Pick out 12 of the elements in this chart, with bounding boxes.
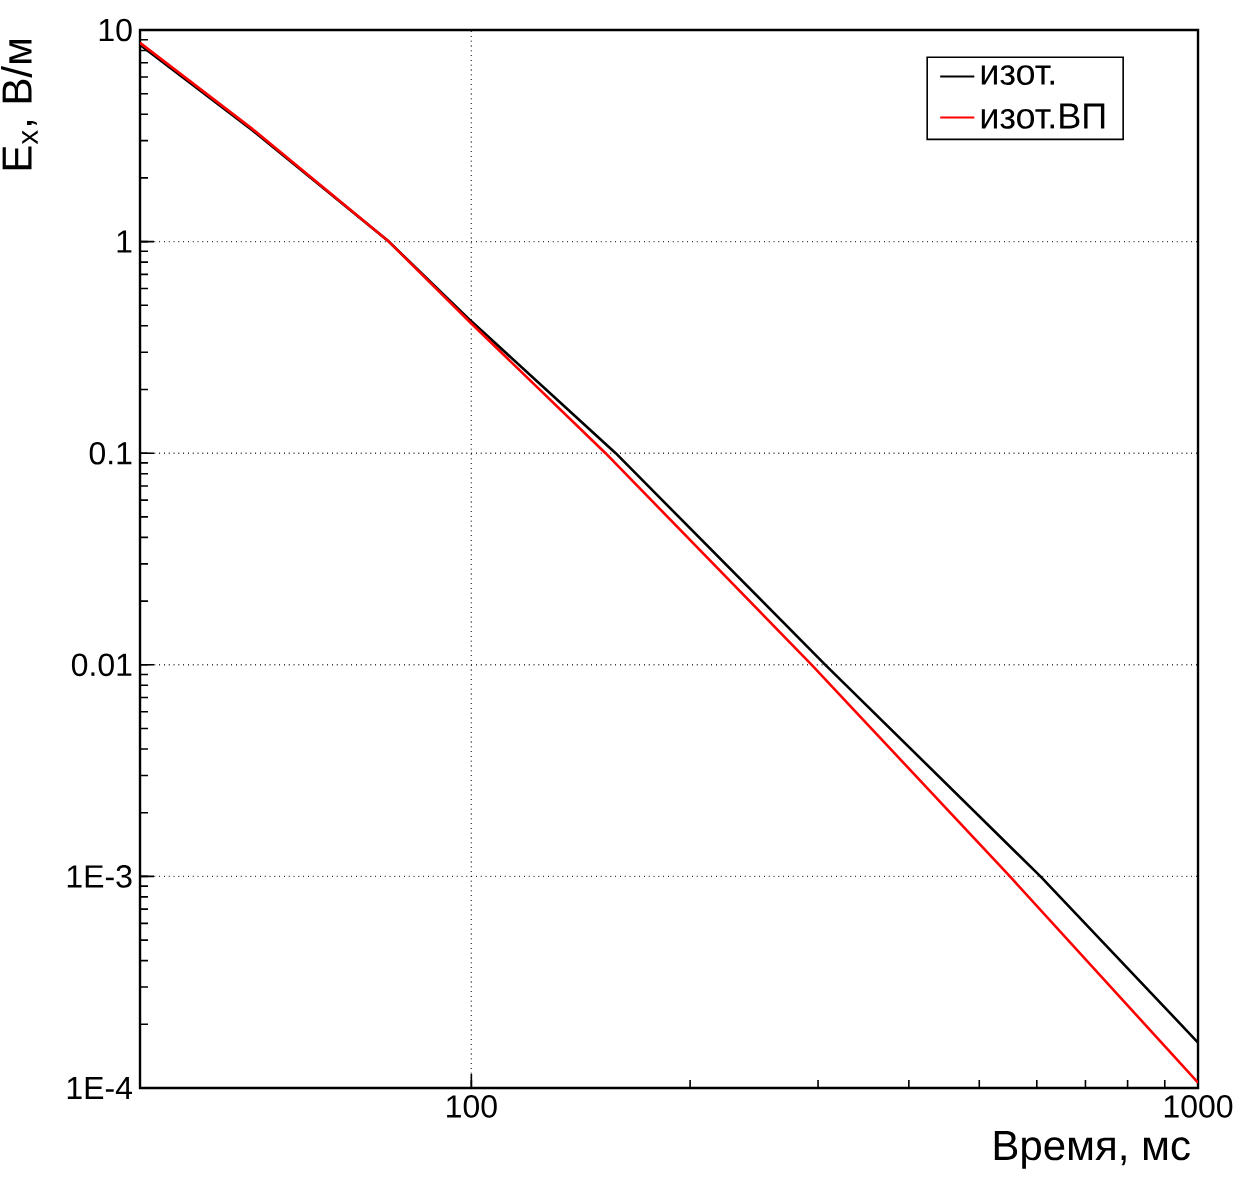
y-tick-label: 1 bbox=[117, 230, 132, 253]
legend-label: изот.ВП bbox=[981, 103, 1105, 129]
legend-label: изот. bbox=[981, 65, 1054, 85]
y-tick-label: 1E-3 bbox=[67, 865, 132, 888]
y-tick-label: 10 bbox=[99, 18, 132, 42]
x-axis-title: Время, мс bbox=[994, 1131, 1190, 1169]
x-tick-label: 100 bbox=[447, 1095, 497, 1118]
y-axis-title: E$_{x}$, В/м bbox=[1, 39, 38, 170]
y-tick-label: 1E-4 bbox=[67, 1076, 132, 1099]
y-tick-label: 0.01 bbox=[71, 653, 132, 677]
y-tick-label: 0.1 bbox=[89, 441, 132, 465]
x-tick-label: 1000 bbox=[1164, 1095, 1233, 1118]
